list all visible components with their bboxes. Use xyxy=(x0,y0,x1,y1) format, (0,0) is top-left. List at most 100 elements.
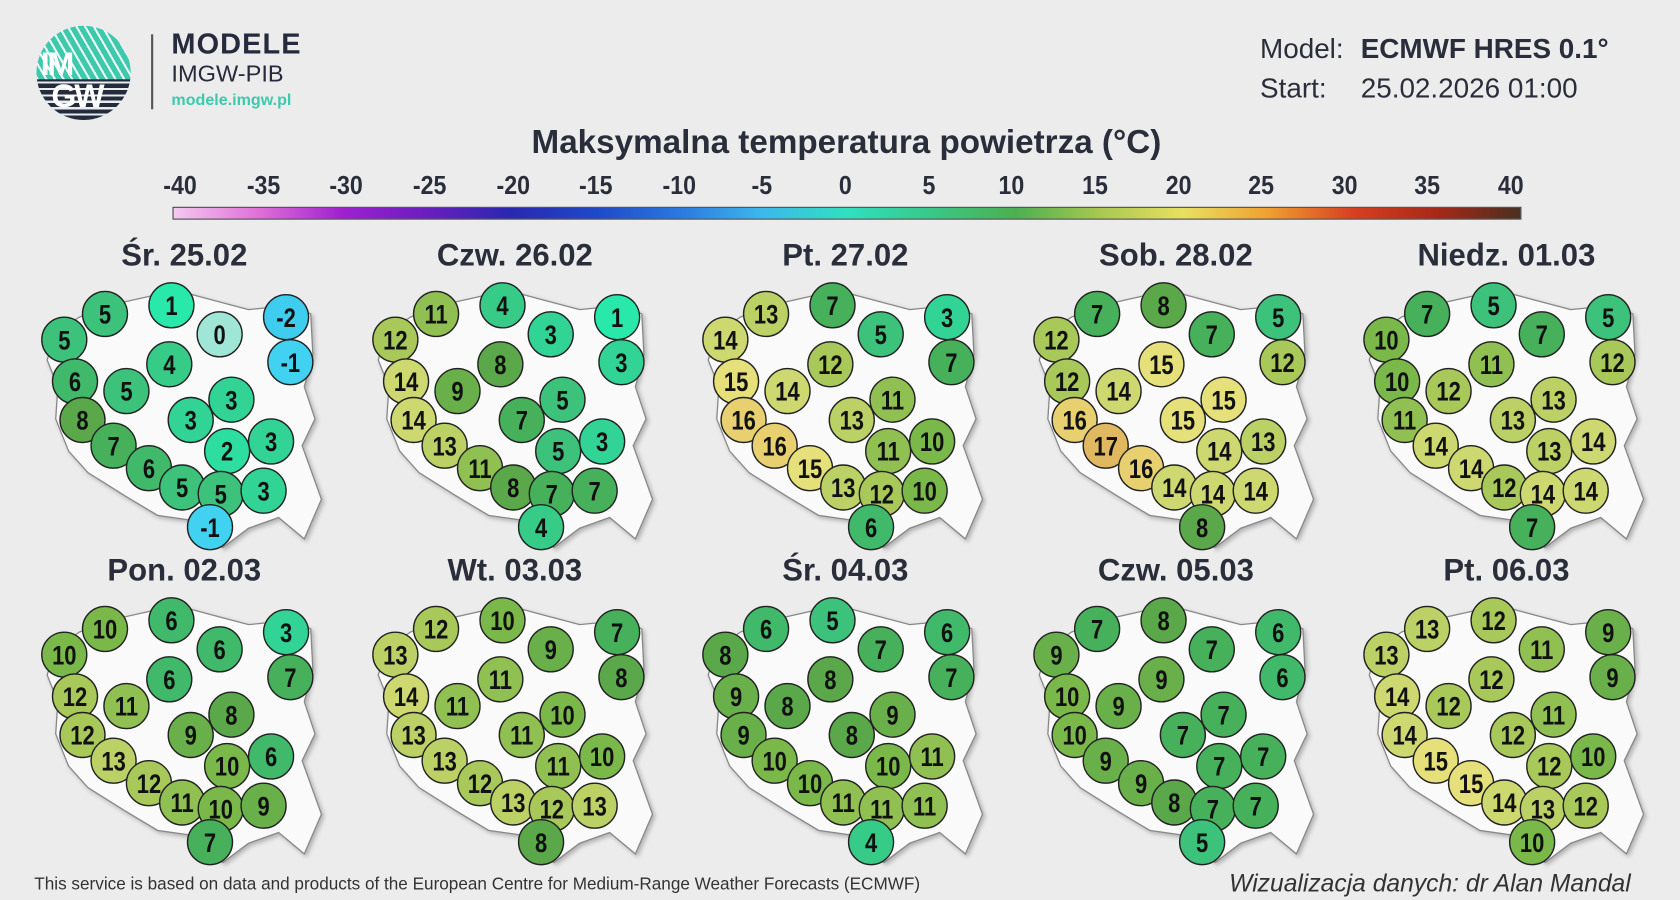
brand-name: MODELE xyxy=(171,27,302,61)
temperature-value: 12 xyxy=(1436,693,1460,723)
temperature-value: 6 xyxy=(760,616,772,646)
temperature-value: 9 xyxy=(1155,666,1167,696)
temperature-marker xyxy=(720,711,767,759)
temperature-value: 10 xyxy=(215,753,239,783)
temperature-marker xyxy=(167,396,214,444)
temperature-marker xyxy=(1425,682,1472,730)
temperature-marker xyxy=(1094,367,1142,415)
temperature-value: 12 xyxy=(423,616,447,646)
temperature-marker xyxy=(597,338,645,386)
temperature-value: 11 xyxy=(546,753,569,783)
temperature-value: 7 xyxy=(1249,792,1261,822)
temperature-value: 8 xyxy=(1168,789,1180,819)
temperature-value: 14 xyxy=(1581,428,1606,458)
colorbar-tick-label: -15 xyxy=(579,171,613,201)
temperature-value: 15 xyxy=(1149,351,1173,381)
temperature-value: 12 xyxy=(818,351,842,381)
temperature-marker xyxy=(412,605,459,653)
temperature-value: 7 xyxy=(1090,616,1102,646)
temperature-marker xyxy=(247,418,295,465)
temperature-value: 13 xyxy=(1250,428,1274,458)
temperature-marker xyxy=(742,605,790,653)
temperature-marker xyxy=(196,626,243,673)
temperature-value: 11 xyxy=(921,743,944,773)
temperature-marker xyxy=(1489,711,1537,759)
temperature-value: 9 xyxy=(185,722,197,752)
temperature-value: 15 xyxy=(798,455,822,485)
temperature-value: 14 xyxy=(393,683,418,713)
temperature-value: 10 xyxy=(798,770,822,800)
temperature-marker xyxy=(1589,338,1636,386)
day-title: Czw. 26.02 xyxy=(436,238,593,274)
logo-text-top: IM xyxy=(40,47,75,83)
temperature-value: 13 xyxy=(1415,616,1439,646)
temperature-value: 13 xyxy=(1537,438,1561,468)
temperature-value: -2 xyxy=(276,304,296,334)
temperature-value: 14 xyxy=(1492,789,1517,819)
temperature-marker xyxy=(148,597,195,644)
temperature-value: 12 xyxy=(1481,607,1505,637)
temperature-value: 7 xyxy=(1213,753,1225,783)
temperature-value: 6 xyxy=(265,743,277,773)
brand-url[interactable]: modele.imgw.pl xyxy=(171,91,292,110)
day-title: Niedz. 01.03 xyxy=(1417,238,1596,274)
temperature-value: 6 xyxy=(165,607,177,637)
temperature-value: 13 xyxy=(754,301,778,331)
temperature-value: 11 xyxy=(510,722,533,752)
temperature-value: 3 xyxy=(185,407,197,437)
temperature-marker xyxy=(420,737,468,784)
temperature-value: 11 xyxy=(488,666,511,696)
temperature-marker xyxy=(742,290,790,338)
temperature-marker xyxy=(857,626,904,673)
temperature-marker xyxy=(240,467,287,514)
temperature-value: 5 xyxy=(552,438,564,468)
temperature-marker xyxy=(570,782,618,829)
temperature-marker xyxy=(1589,653,1636,701)
logo-divider xyxy=(151,34,154,110)
day-title: Wt. 03.03 xyxy=(447,553,583,589)
temperature-value: 3 xyxy=(280,619,292,649)
temperature-value: 7 xyxy=(875,636,887,666)
temperature-value: 4 xyxy=(865,829,878,859)
temperature-value: 10 xyxy=(920,428,944,458)
colorbar-tick-label: 25 xyxy=(1248,171,1275,201)
page-title: Maksymalna temperatura powietrza (°C) xyxy=(531,123,1162,161)
temperature-marker xyxy=(1137,341,1185,388)
temperature-value: 5 xyxy=(176,474,188,504)
temperature-value: 2 xyxy=(221,438,233,468)
temperature-marker xyxy=(1508,818,1556,866)
temperature-value: 4 xyxy=(163,351,176,381)
temperature-value: 8 xyxy=(846,722,858,752)
model-value: ECMWF HRES 0.1° xyxy=(1360,32,1609,65)
temperature-marker xyxy=(1570,733,1617,780)
temperature-value: 7 xyxy=(1090,301,1102,331)
temperature-value: 14 xyxy=(1106,378,1131,408)
temperature-value: 5 xyxy=(1487,292,1499,322)
temperature-marker xyxy=(1508,503,1556,551)
colorbar-tick-label: 30 xyxy=(1331,171,1358,201)
temperature-marker xyxy=(1518,626,1565,673)
temperature-value: 14 xyxy=(775,378,800,408)
temperature-marker xyxy=(1258,653,1306,701)
temperature-marker xyxy=(1159,711,1206,759)
temperature-value: 8 xyxy=(534,829,546,859)
temperature-marker xyxy=(578,418,625,465)
temperature-value: 15 xyxy=(1424,747,1448,777)
temperature-value: 3 xyxy=(615,349,627,379)
temperature-value: 8 xyxy=(1157,607,1169,637)
temperature-value: 5 xyxy=(875,321,887,351)
temperature-value: 7 xyxy=(826,292,838,322)
temperature-value: 13 xyxy=(101,747,125,777)
temperature-marker xyxy=(148,282,195,329)
temperature-marker xyxy=(1562,467,1609,514)
start-label: Start: xyxy=(1260,71,1327,104)
day-title: Sob. 28.02 xyxy=(1099,238,1253,274)
temperature-value: 14 xyxy=(713,326,738,356)
temperature-value: 10 xyxy=(1062,722,1086,752)
temperature-value: 9 xyxy=(1112,693,1124,723)
temperature-value: 13 xyxy=(1541,386,1565,416)
temperature-marker xyxy=(1412,737,1459,784)
